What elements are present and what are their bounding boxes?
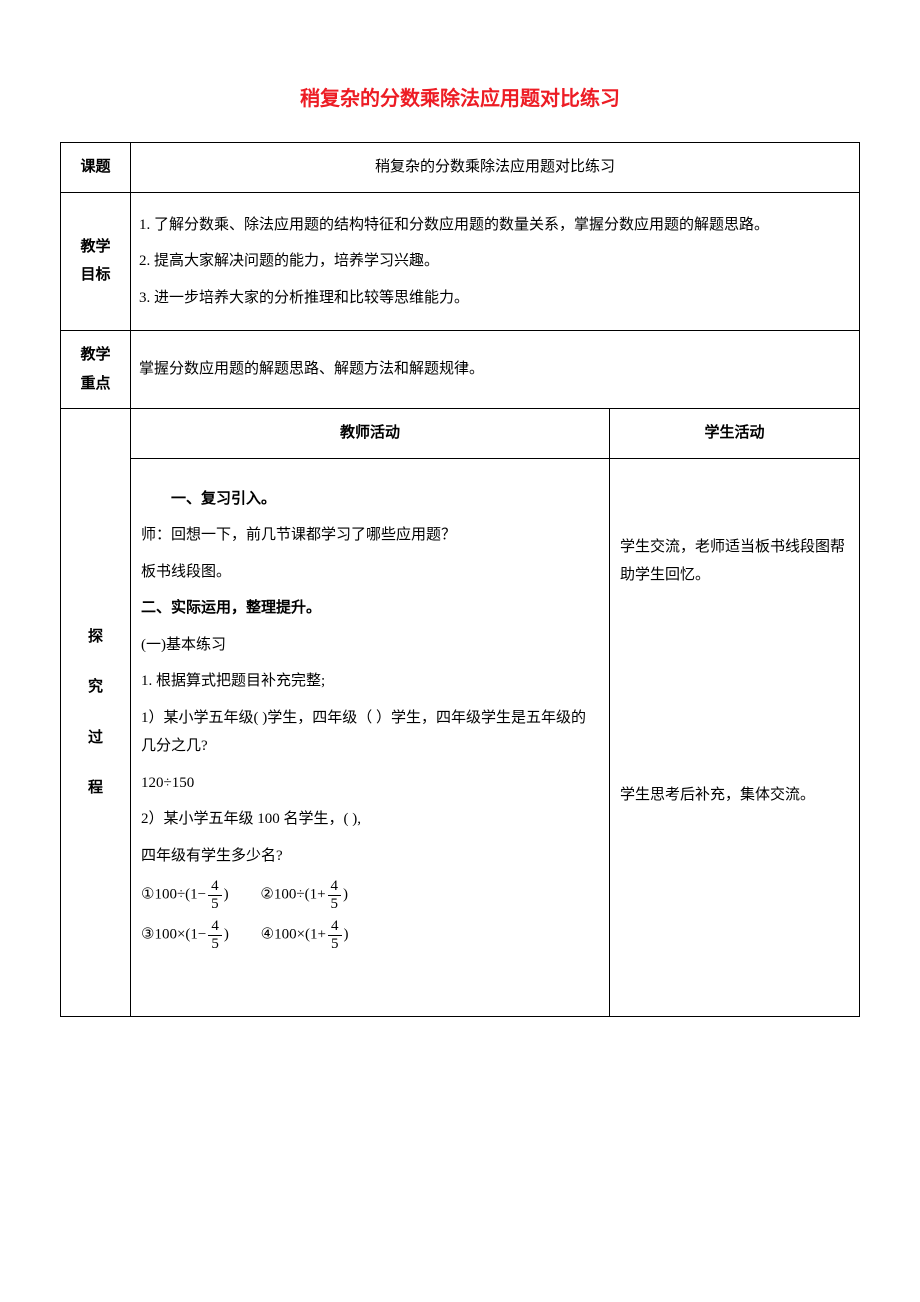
formula-4: ④100×(1+45) bbox=[261, 918, 349, 952]
student-note-1: 学生交流，老师适当板书线段图帮助学生回忆。 bbox=[620, 533, 849, 590]
formula-4-prefix: ④100×(1+ bbox=[261, 926, 326, 942]
frac-den: 5 bbox=[208, 896, 222, 913]
formula-2-close: ) bbox=[343, 886, 348, 902]
formula-2: ②100÷(1+45) bbox=[260, 878, 348, 912]
frac-den: 5 bbox=[208, 936, 222, 953]
keypoint-label: 教学 重点 bbox=[61, 331, 131, 409]
keypoint-value: 掌握分数应用题的解题思路、解题方法和解题规律。 bbox=[131, 331, 860, 409]
fraction-2: 45 bbox=[328, 878, 342, 912]
frac-num: 4 bbox=[208, 878, 222, 896]
formula-2-prefix: ②100÷(1+ bbox=[260, 886, 325, 902]
row-objectives: 教学 目标 1. 了解分数乘、除法应用题的结构特征和分数应用题的数量关系，掌握分… bbox=[61, 192, 860, 331]
objective-3: 3. 进一步培养大家的分析推理和比较等思维能力。 bbox=[139, 284, 851, 313]
objectives-label-l1: 教学 bbox=[69, 233, 122, 262]
student-activity-header: 学生活动 bbox=[609, 409, 859, 459]
formula-3-close: ) bbox=[224, 926, 229, 942]
process-label-c2: 究 bbox=[69, 673, 122, 702]
keypoint-label-l1: 教学 bbox=[69, 341, 122, 370]
sec1-line2: 板书线段图。 bbox=[141, 558, 599, 587]
process-label-c4: 程 bbox=[69, 774, 122, 803]
fraction-4: 45 bbox=[328, 918, 342, 952]
formula-1-close: ) bbox=[224, 886, 229, 902]
frac-den: 5 bbox=[328, 896, 342, 913]
sec2-title: 二、实际运用，整理提升。 bbox=[141, 594, 599, 623]
process-label: 探 究 过 程 bbox=[61, 409, 131, 1017]
sec1-line1: 师：回想一下，前几节课都学习了哪些应用题？ bbox=[141, 521, 599, 550]
sec2-q1a-formula: 120÷150 bbox=[141, 769, 599, 798]
formula-1: ①100÷(1−45) bbox=[141, 878, 229, 912]
frac-num: 4 bbox=[328, 878, 342, 896]
formula-1-prefix: ①100÷(1− bbox=[141, 886, 206, 902]
formula-row-1: ①100÷(1−45) ②100÷(1+45) bbox=[141, 878, 599, 912]
row-keypoint: 教学 重点 掌握分数应用题的解题思路、解题方法和解题规律。 bbox=[61, 331, 860, 409]
formula-3: ③100×(1−45) bbox=[141, 918, 229, 952]
frac-num: 4 bbox=[208, 918, 222, 936]
teacher-activity-content: 一、复习引入。 师：回想一下，前几节课都学习了哪些应用题？ 板书线段图。 二、实… bbox=[131, 458, 610, 1017]
objective-1: 1. 了解分数乘、除法应用题的结构特征和分数应用题的数量关系，掌握分数应用题的解… bbox=[139, 211, 851, 240]
sec1-title: 一、复习引入。 bbox=[141, 485, 599, 514]
topic-label: 课题 bbox=[61, 143, 131, 193]
objectives-content: 1. 了解分数乘、除法应用题的结构特征和分数应用题的数量关系，掌握分数应用题的解… bbox=[131, 192, 860, 331]
teacher-activity-header: 教师活动 bbox=[131, 409, 610, 459]
topic-value: 稍复杂的分数乘除法应用题对比练习 bbox=[131, 143, 860, 193]
student-note-2: 学生思考后补充，集体交流。 bbox=[620, 781, 849, 810]
sec2-q1: 1. 根据算式把题目补充完整; bbox=[141, 667, 599, 696]
objectives-label: 教学 目标 bbox=[61, 192, 131, 331]
process-label-c1: 探 bbox=[69, 623, 122, 652]
row-activity-body: 一、复习引入。 师：回想一下，前几节课都学习了哪些应用题？ 板书线段图。 二、实… bbox=[61, 458, 860, 1017]
lesson-plan-table: 课题 稍复杂的分数乘除法应用题对比练习 教学 目标 1. 了解分数乘、除法应用题… bbox=[60, 142, 860, 1017]
process-label-c3: 过 bbox=[69, 724, 122, 753]
row-activity-header: 探 究 过 程 教师活动 学生活动 bbox=[61, 409, 860, 459]
row-topic: 课题 稍复杂的分数乘除法应用题对比练习 bbox=[61, 143, 860, 193]
objectives-label-l2: 目标 bbox=[69, 261, 122, 290]
keypoint-label-l2: 重点 bbox=[69, 370, 122, 399]
sec2-q1b: 2）某小学五年级 100 名学生，( ), bbox=[141, 805, 599, 834]
frac-num: 4 bbox=[328, 918, 342, 936]
sec2-sub1: (一)基本练习 bbox=[141, 631, 599, 660]
page-title: 稍复杂的分数乘除法应用题对比练习 bbox=[60, 80, 860, 118]
formula-3-prefix: ③100×(1− bbox=[141, 926, 206, 942]
frac-den: 5 bbox=[328, 936, 342, 953]
fraction-1: 45 bbox=[208, 878, 222, 912]
formula-row-2: ③100×(1−45) ④100×(1+45) bbox=[141, 918, 599, 952]
student-activity-content: 学生交流，老师适当板书线段图帮助学生回忆。 学生思考后补充，集体交流。 bbox=[609, 458, 859, 1017]
fraction-3: 45 bbox=[208, 918, 222, 952]
formula-4-close: ) bbox=[344, 926, 349, 942]
sec2-q1b-l2: 四年级有学生多少名? bbox=[141, 842, 599, 871]
objective-2: 2. 提高大家解决问题的能力，培养学习兴趣。 bbox=[139, 247, 851, 276]
sec2-q1a: 1）某小学五年级( )学生，四年级（ ）学生，四年级学生是五年级的几分之几? bbox=[141, 704, 599, 761]
